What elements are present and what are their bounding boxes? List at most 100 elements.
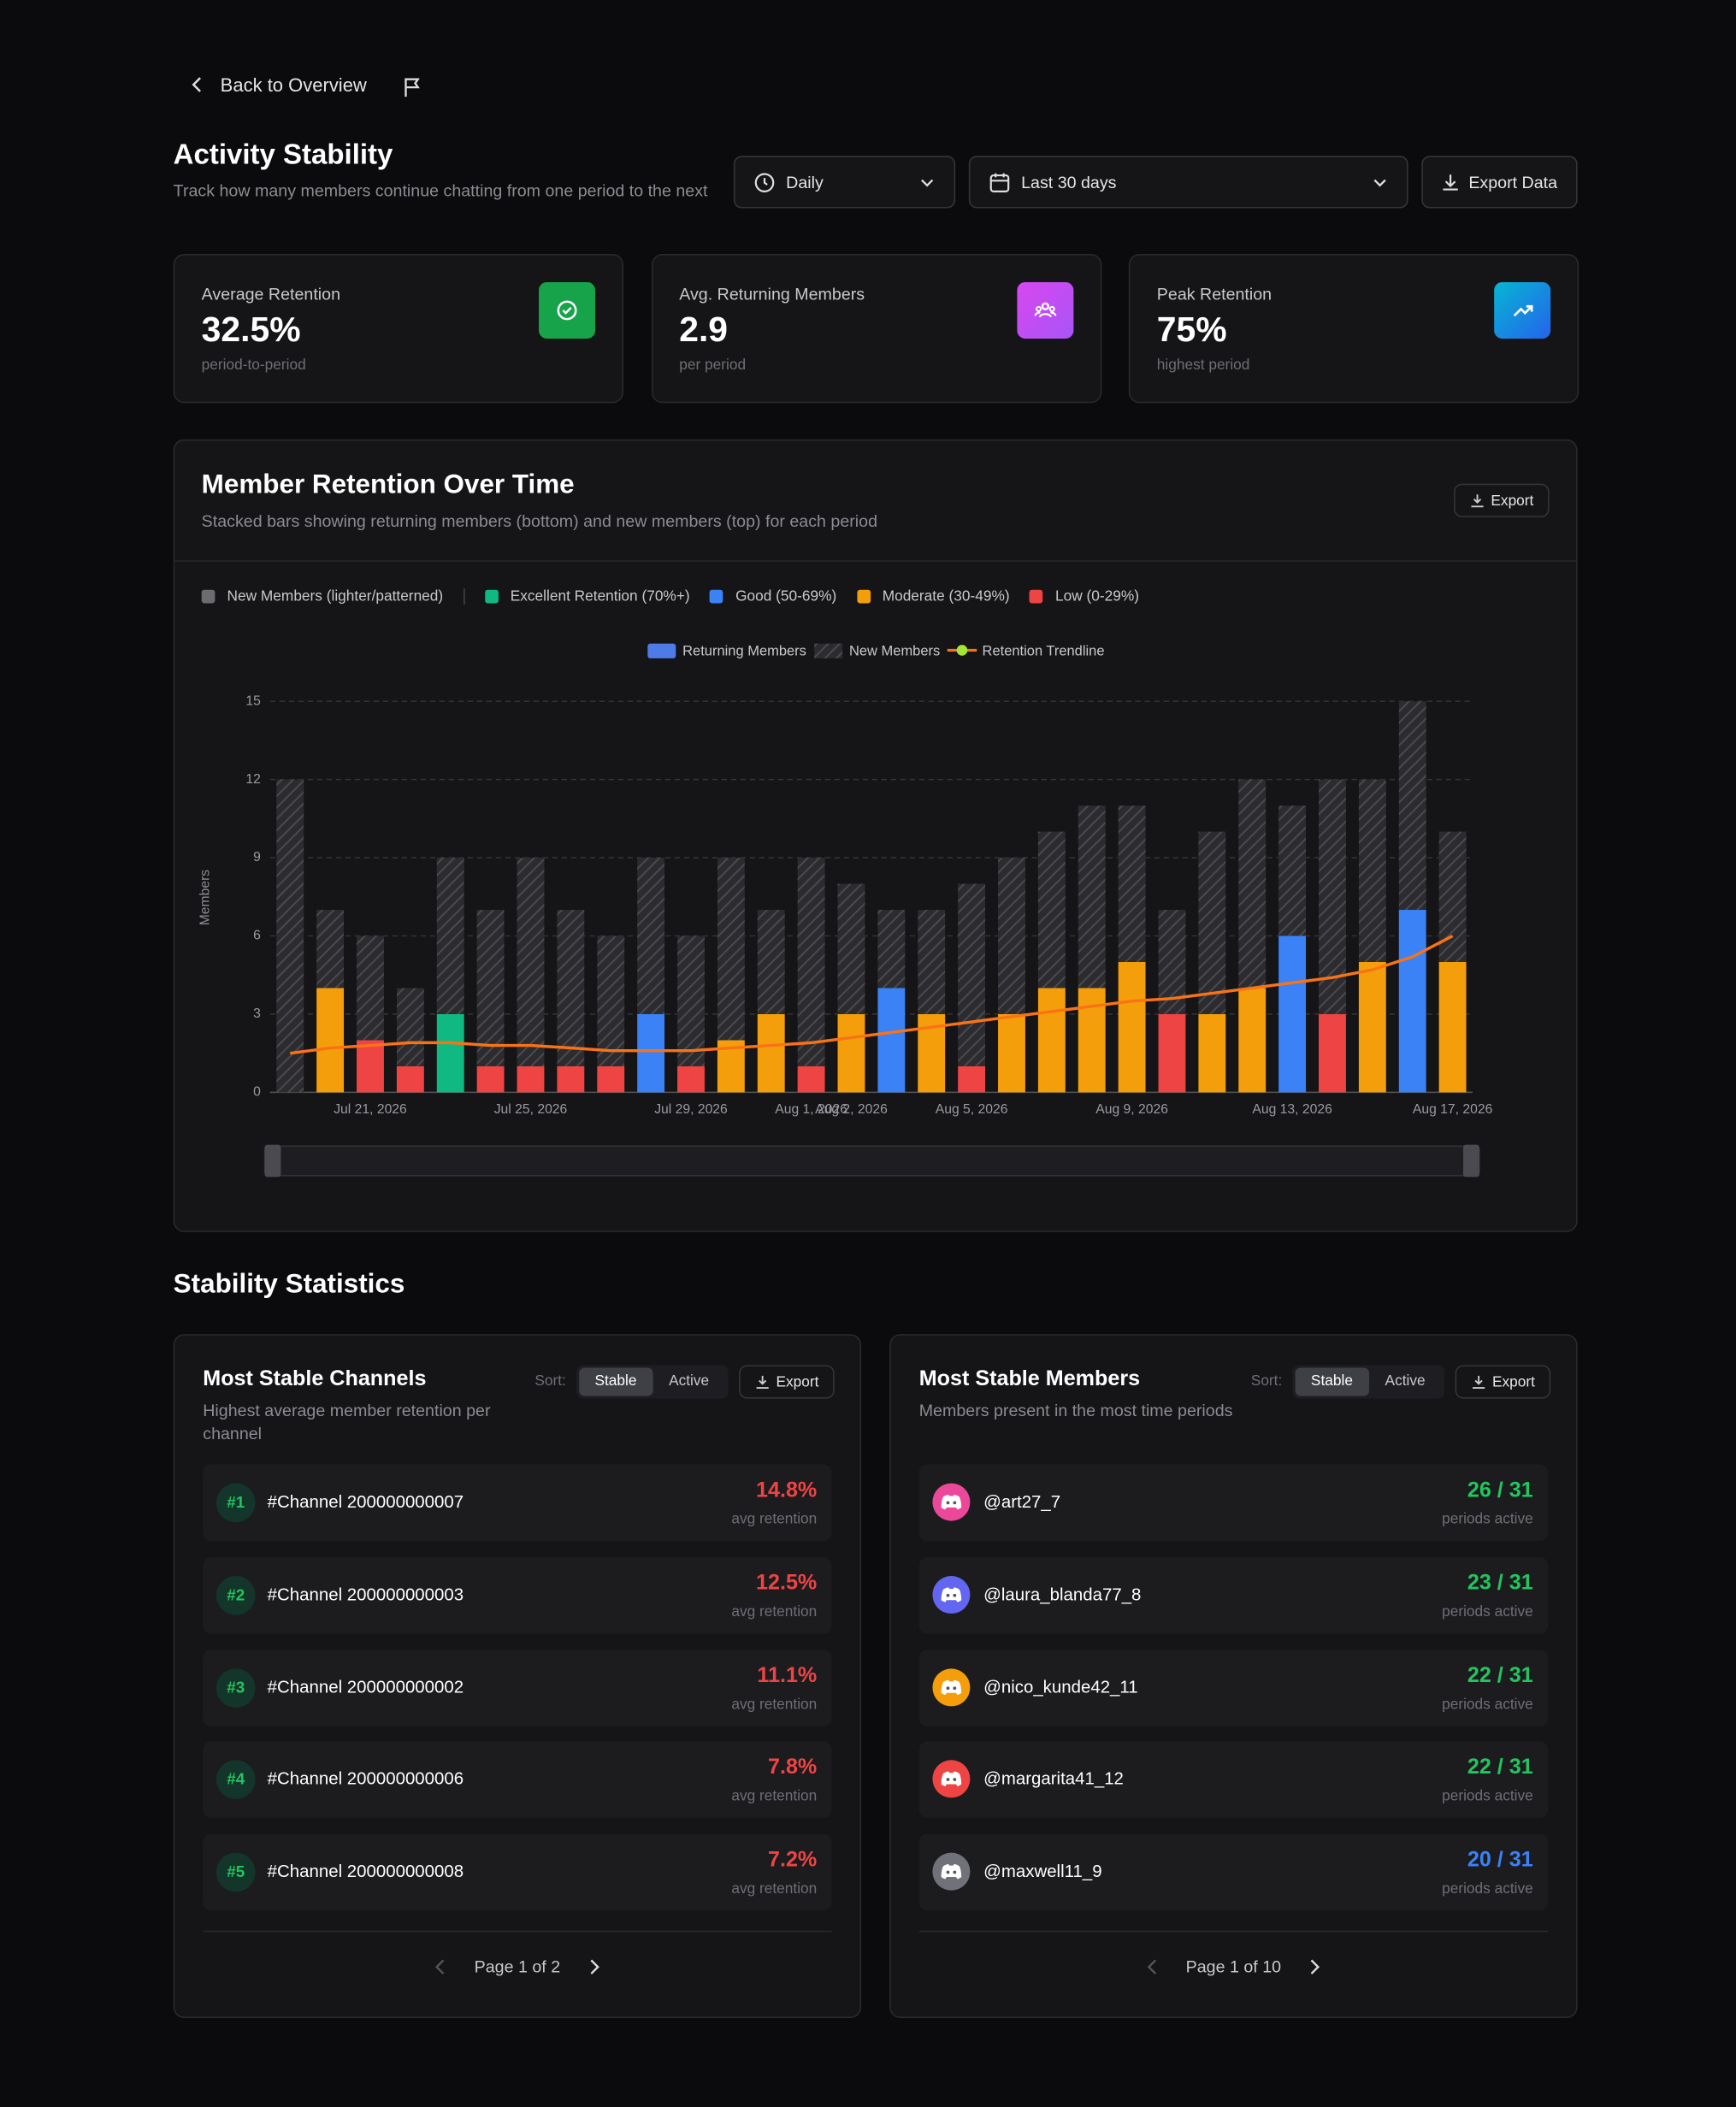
y-tick-label: 3 — [253, 1006, 261, 1021]
new-bar — [276, 779, 304, 1093]
range-select[interactable]: Last 30 days — [968, 156, 1408, 209]
stat-value: 2.9 — [679, 309, 729, 350]
flag-icon[interactable] — [403, 77, 422, 98]
new-bar — [476, 910, 505, 1066]
row-name: #Channel 200000000003 — [267, 1584, 464, 1604]
returning-bar — [1118, 961, 1146, 1093]
row-caption: avg retention — [731, 1696, 818, 1713]
stat-icon — [1494, 281, 1551, 339]
returning-bar — [1158, 1013, 1186, 1093]
new-bar — [958, 883, 986, 1066]
sort-option[interactable]: Active — [1385, 1372, 1426, 1390]
list-row: #1 #Channel 200000000007 14.8% avg retentio… — [203, 1464, 832, 1542]
stat-card: Peak Retention 75% highest period — [1128, 253, 1580, 404]
new-bar — [637, 858, 665, 1014]
new-bar — [396, 988, 424, 1066]
row-caption: avg retention — [731, 1788, 818, 1805]
export-button[interactable]: Export — [1455, 1365, 1551, 1399]
zoom-handle[interactable] — [1463, 1144, 1479, 1177]
page-label: Page 1 of 2 — [474, 1957, 561, 1977]
y-tick-label: 9 — [253, 850, 261, 865]
chart: 0 3 6 9 12 15 Members Returning Members New Memb… — [198, 643, 1493, 1177]
sort-toggle: Stable Active — [1292, 1365, 1445, 1399]
icon — [1033, 302, 1056, 318]
back-link[interactable]: Back to Overview — [188, 74, 367, 96]
legend-swatch — [647, 643, 676, 658]
page-title: Activity Stability — [173, 139, 393, 171]
stat-icon — [539, 281, 596, 339]
x-tick-label: Aug 5, 2026 — [936, 1102, 1008, 1117]
returning-bar — [797, 1065, 825, 1093]
export-data-button[interactable]: Export Data — [1421, 156, 1578, 209]
new-bar — [357, 935, 384, 1041]
x-tick-label: Aug 1, 2026 — [775, 1102, 847, 1117]
rank-badge: #5 — [216, 1852, 256, 1892]
returning-bar — [396, 1065, 424, 1093]
new-bar — [1358, 779, 1386, 962]
stat-icon — [1016, 281, 1073, 339]
new-bar — [1037, 831, 1066, 989]
back-text: Back to Overview — [220, 74, 367, 96]
discord-icon — [941, 1864, 962, 1880]
avatar — [932, 1667, 971, 1706]
chevron — [1373, 178, 1386, 186]
page-arrow[interactable] — [588, 1959, 601, 1975]
export-button[interactable]: Export — [739, 1365, 835, 1399]
sort-option[interactable]: Stable — [579, 1367, 652, 1396]
returning-bar — [1358, 961, 1386, 1093]
returning-bar — [517, 1065, 545, 1093]
list-row: #2 #Channel 200000000003 12.5% avg retentio… — [203, 1556, 832, 1634]
y-axis-label: Members — [198, 870, 213, 926]
period-select[interactable]: Daily — [733, 156, 956, 209]
divider — [174, 560, 1577, 562]
returning-bar — [677, 1065, 705, 1093]
row-caption: periods active — [1442, 1511, 1533, 1528]
list-subtitle: Highest average member retention per cha… — [203, 1401, 491, 1443]
legend-label: New Members — [849, 643, 940, 658]
avatar — [932, 1575, 971, 1614]
download-icon — [1470, 494, 1483, 508]
stat-card: Avg. Returning Members 2.9 per period — [651, 253, 1101, 404]
returning-bar — [958, 1065, 986, 1093]
stat-caption: period-to-period — [201, 357, 306, 374]
new-bar — [517, 858, 545, 1066]
row-name: @margarita41_12 — [983, 1768, 1124, 1789]
row-value: 7.2% — [767, 1849, 818, 1872]
legend-swatch — [856, 589, 871, 604]
returning-bar — [637, 1013, 665, 1093]
sort-option[interactable]: Active — [669, 1372, 710, 1390]
y-tick-label: 0 — [253, 1085, 261, 1100]
chart-export-button[interactable]: Export — [1454, 483, 1550, 517]
zoom-handle[interactable] — [264, 1144, 281, 1177]
page-arrow[interactable] — [1146, 1959, 1160, 1975]
row-caption: avg retention — [731, 1511, 818, 1528]
list-row: @art27_7 26 / 31 periods active — [918, 1464, 1549, 1542]
page-subtitle: Track how many members continue chatting… — [174, 180, 711, 204]
trendline — [289, 934, 1454, 1055]
list-row: @maxwell11_9 20 / 31 periods active — [918, 1833, 1549, 1911]
returning-bar — [1037, 988, 1066, 1093]
list-title: Most Stable Members — [918, 1367, 1141, 1391]
new-bar — [1278, 806, 1307, 936]
legend-swatch — [956, 645, 968, 656]
stat-caption: per period — [679, 357, 747, 374]
new-bar — [316, 910, 345, 989]
new-bar — [1078, 806, 1106, 989]
x-tick-label: Jul 29, 2026 — [654, 1102, 728, 1117]
row-caption: avg retention — [731, 1603, 818, 1620]
row-caption: periods active — [1442, 1603, 1533, 1620]
back-icon — [192, 77, 201, 92]
page-arrow[interactable] — [434, 1959, 448, 1975]
list-subtitle: Members present in the most time periods — [918, 1401, 1233, 1420]
new-bar — [717, 858, 745, 1041]
row-caption: periods active — [1442, 1788, 1533, 1805]
list-row: @nico_kunde42_11 22 / 31 periods active — [918, 1649, 1549, 1726]
legend-swatch — [814, 643, 843, 658]
sort-option[interactable]: Stable — [1295, 1367, 1369, 1396]
page-arrow[interactable] — [1308, 1959, 1321, 1975]
zoom-track[interactable] — [263, 1145, 1480, 1177]
download-icon — [755, 1375, 769, 1389]
x-tick-label: Aug 13, 2026 — [1252, 1102, 1332, 1117]
